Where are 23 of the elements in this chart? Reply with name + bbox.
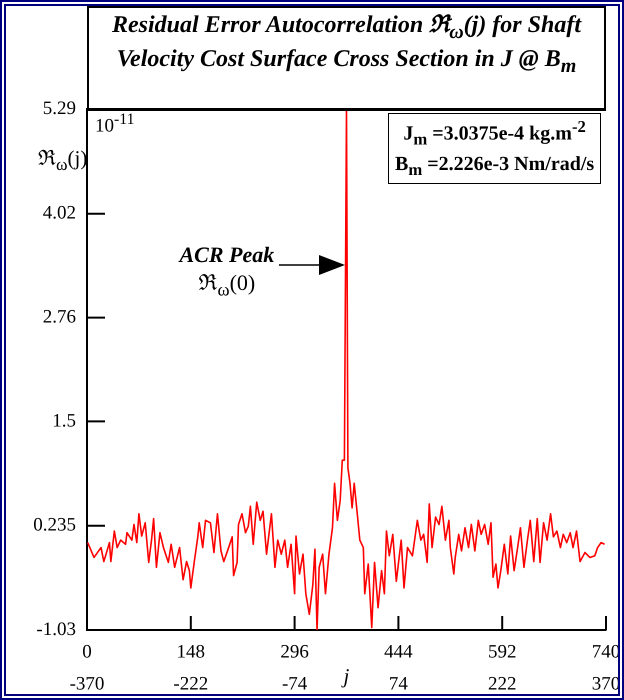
x2-tick-label: -222 (173, 673, 208, 694)
x-tick-label: 0 (82, 641, 92, 662)
x-tick-label: 592 (488, 641, 516, 662)
y-tick-label: 5.29 (42, 98, 76, 119)
y-tick-label: 2.76 (42, 306, 76, 328)
x2-tick-label: 222 (488, 673, 516, 694)
annotation: ACR Peak ℜ$_{ω}$(0) (180, 241, 274, 302)
y-tick-label: 1.5 (52, 410, 76, 432)
annotation: J$_{m}$ =3.0375e-4 kg.m$^{-2}$ (403, 117, 586, 149)
y-tick-label: 4.02 (42, 202, 76, 224)
y-axis-title: ℜ$_{ω}$(j) (38, 145, 88, 176)
y-tick-label: 0.235 (33, 514, 76, 536)
x-tick-label: 296 (280, 641, 309, 662)
chart-title: Residual Error Autocorrelation ℜ$_{ω}$(j) for Shaft Velocity Cost Surface Cross Section in J @ B$_{m}$ (87, 6, 606, 111)
x2-tick-label: 74 (388, 673, 408, 694)
x2-tick-label: -74 (282, 673, 308, 694)
x-tick-label: 148 (176, 641, 206, 662)
annotation: B$_{m}$ =2.226e-3 Nm/rad/s (395, 152, 594, 179)
y-tick-label: -1.03 (36, 618, 76, 640)
x-axis-title: j (344, 664, 350, 689)
x2-tick-label: -370 (70, 673, 104, 694)
x-tick-label: 444 (384, 641, 414, 662)
annotation: 10$^{-11}$ (95, 111, 135, 138)
